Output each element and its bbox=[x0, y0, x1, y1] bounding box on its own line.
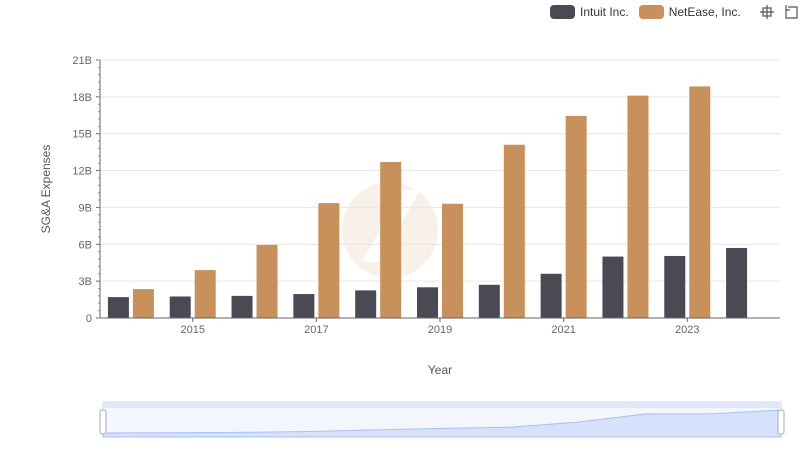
y-tick-label: 12B bbox=[72, 166, 92, 178]
bar-intuit[interactable] bbox=[726, 247, 748, 318]
x-tick-label: 2019 bbox=[428, 324, 452, 336]
bar-intuit[interactable] bbox=[231, 295, 253, 318]
zoom-handle-right[interactable] bbox=[777, 409, 785, 435]
y-tick-label: 9B bbox=[79, 202, 92, 214]
bar-intuit[interactable] bbox=[540, 273, 562, 318]
y-tick-label: 21B bbox=[72, 55, 92, 67]
y-axis-label: SG&A Expenses bbox=[39, 145, 53, 234]
bar-netease[interactable] bbox=[194, 270, 216, 318]
bar-intuit[interactable] bbox=[293, 294, 315, 318]
y-tick-label: 0 bbox=[86, 313, 92, 325]
bar-netease[interactable] bbox=[565, 115, 587, 319]
legend-item-netease[interactable]: NetEase, Inc. bbox=[638, 5, 741, 19]
bar-netease[interactable] bbox=[442, 203, 463, 318]
zoom-handle-left[interactable] bbox=[99, 409, 107, 435]
y-tick-label: 15B bbox=[72, 129, 92, 141]
bar-netease[interactable] bbox=[256, 244, 278, 318]
bar-intuit[interactable] bbox=[478, 284, 500, 318]
bar-intuit[interactable] bbox=[107, 297, 129, 318]
zoom-icon[interactable] bbox=[759, 4, 775, 20]
x-tick-label: 2023 bbox=[675, 324, 699, 336]
x-tick-label: 2021 bbox=[551, 324, 575, 336]
bar-netease[interactable] bbox=[132, 289, 154, 318]
legend-swatch-netease bbox=[638, 5, 664, 19]
legend-label-intuit: Intuit Inc. bbox=[580, 5, 629, 19]
legend-item-intuit[interactable]: Intuit Inc. bbox=[550, 5, 629, 19]
x-axis-label: Year bbox=[428, 363, 452, 377]
y-tick-label: 6B bbox=[79, 239, 92, 251]
legend: Intuit Inc. NetEase, Inc. bbox=[550, 4, 799, 20]
legend-swatch-intuit bbox=[550, 5, 575, 19]
bar-netease[interactable] bbox=[380, 161, 402, 318]
y-tick-label: 3B bbox=[79, 276, 92, 288]
data-zoom-slider[interactable] bbox=[99, 401, 785, 438]
x-tick-label: 2017 bbox=[304, 324, 328, 336]
legend-label-netease: NetEase, Inc. bbox=[668, 5, 741, 19]
bar-netease[interactable] bbox=[627, 95, 649, 318]
bar-netease[interactable] bbox=[689, 86, 711, 319]
bar-intuit[interactable] bbox=[602, 256, 624, 318]
bar-netease[interactable] bbox=[503, 144, 525, 318]
y-tick-label: 18B bbox=[72, 92, 92, 104]
bar-intuit[interactable] bbox=[664, 255, 686, 318]
bar-intuit[interactable] bbox=[169, 296, 191, 319]
restore-icon[interactable] bbox=[783, 4, 799, 20]
bar-netease[interactable] bbox=[318, 203, 340, 318]
bar-intuit[interactable] bbox=[417, 287, 438, 318]
zoom-drag-bar[interactable] bbox=[103, 402, 781, 408]
bar-intuit[interactable] bbox=[355, 290, 377, 318]
x-tick-label: 2015 bbox=[180, 324, 204, 336]
